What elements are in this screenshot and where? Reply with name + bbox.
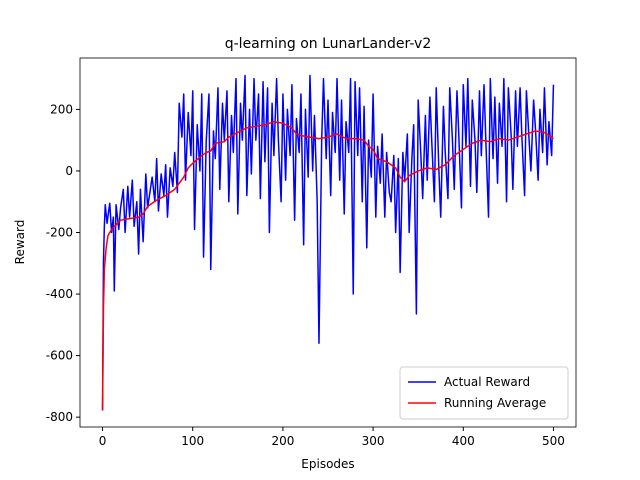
x-tick-label: 500 <box>542 434 565 448</box>
x-tick-label: 0 <box>99 434 107 448</box>
y-tick-label: -400 <box>46 287 73 301</box>
x-tick-label: 100 <box>181 434 204 448</box>
axes-frame <box>79 57 577 428</box>
y-tick-label: -800 <box>46 410 73 424</box>
legend-box <box>399 366 569 420</box>
y-tick-label: 0 <box>65 164 73 178</box>
y-tick-label: -600 <box>46 349 73 363</box>
y-axis-label: Reward <box>13 220 27 265</box>
y-tick-label: -200 <box>46 225 73 239</box>
legend-label: Running Average <box>444 396 546 410</box>
x-tick-label: 200 <box>271 434 294 448</box>
data-line <box>101 120 554 411</box>
legend-label: Actual Reward <box>444 375 530 389</box>
data-line <box>101 74 555 411</box>
x-tick-label: 300 <box>362 434 385 448</box>
x-tick-label: 400 <box>452 434 475 448</box>
y-tick-label: 200 <box>50 102 73 116</box>
chart-title: q-learning on LunarLander-v2 <box>225 36 432 52</box>
x-axis-label: Episodes <box>301 457 354 471</box>
